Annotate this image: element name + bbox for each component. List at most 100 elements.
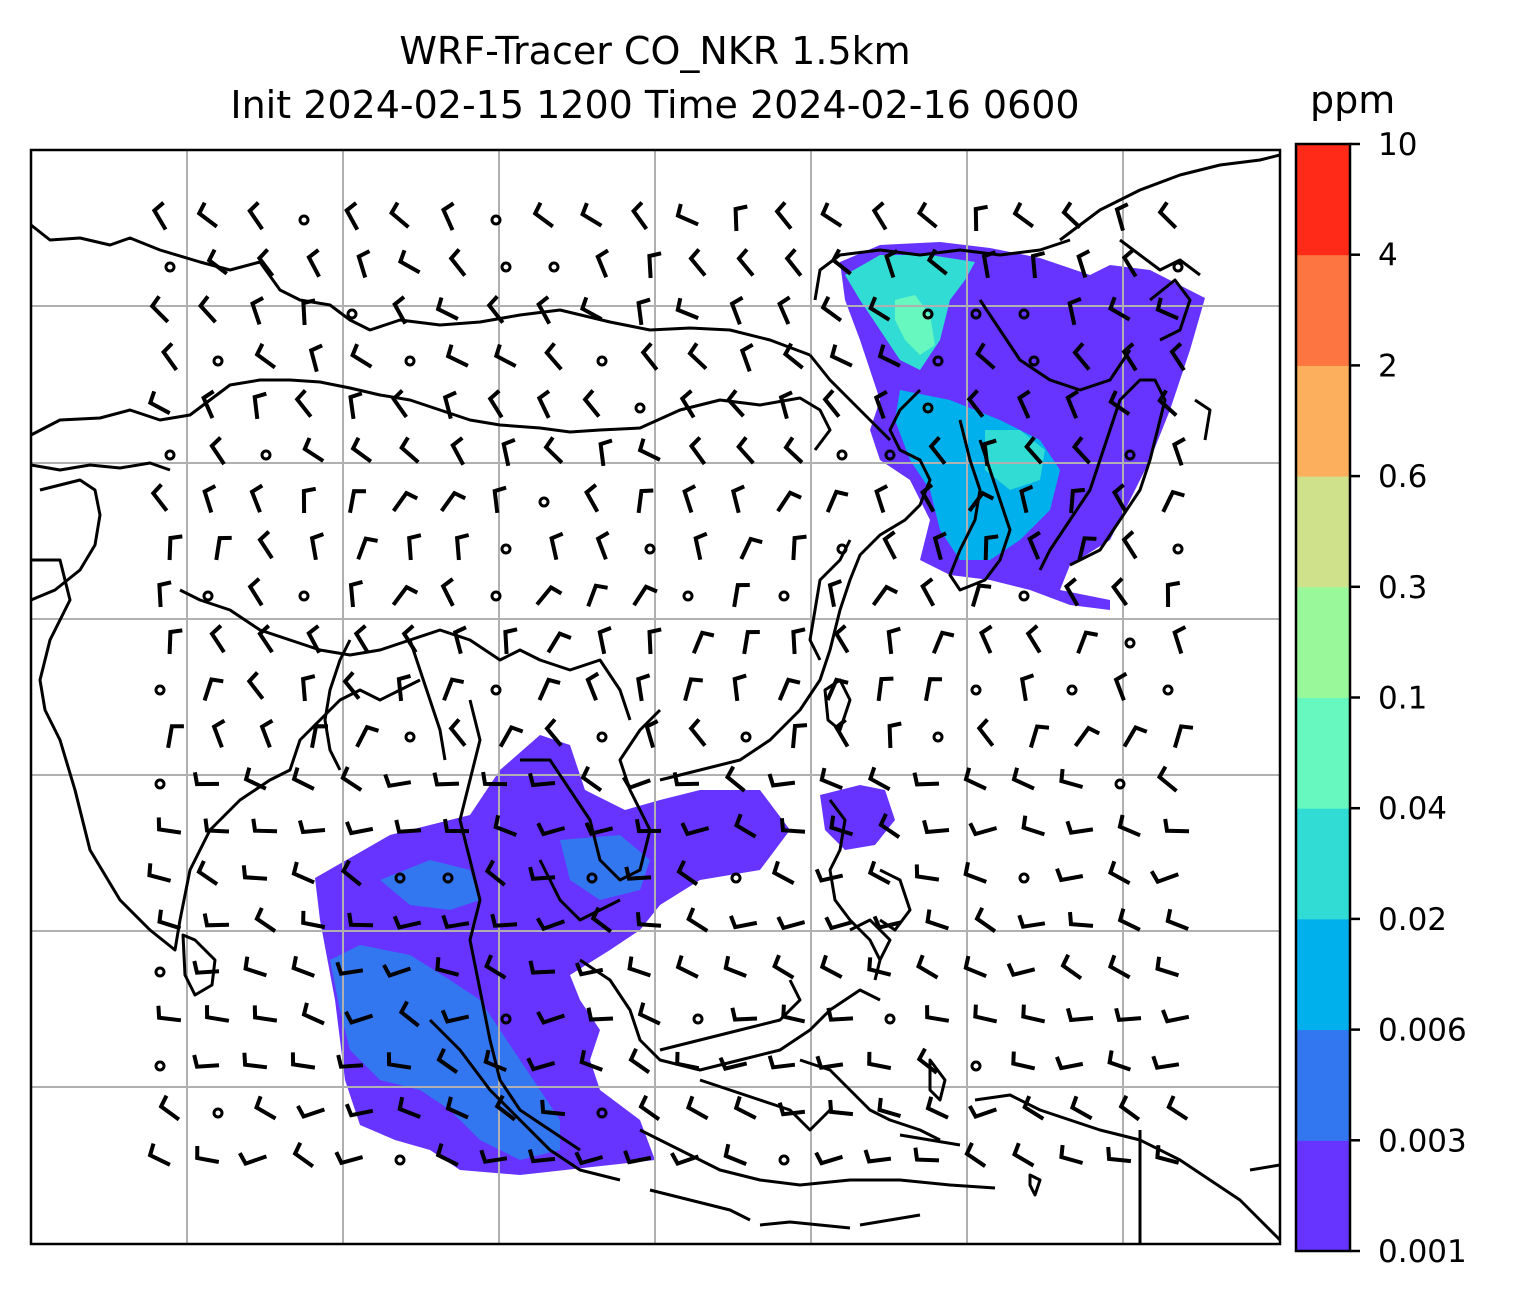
wind-barb <box>729 915 758 930</box>
wind-barb <box>624 866 652 881</box>
colorbar-tick-label: 10 <box>1378 127 1417 163</box>
wind-barb <box>435 957 460 977</box>
wind-barb <box>1011 767 1035 791</box>
wind-barb <box>192 960 220 975</box>
wind-barb <box>292 1141 315 1169</box>
wind-barb <box>830 248 852 276</box>
calm-wind-marker <box>490 684 502 696</box>
wind-barb <box>1157 389 1178 417</box>
wind-barb <box>391 584 419 606</box>
wind-barb <box>579 296 603 322</box>
wind-barb <box>628 1047 651 1074</box>
wind-barb <box>301 486 317 514</box>
wind-barb <box>1060 953 1083 981</box>
wind-barb <box>582 389 601 418</box>
wind-barb <box>156 817 182 835</box>
wind-barb <box>916 954 939 980</box>
wind-barb <box>1108 390 1131 416</box>
wind-barb <box>167 534 183 561</box>
wind-barb <box>535 584 563 606</box>
map-title-line2: Init 2024-02-15 1200 Time 2024-02-16 060… <box>230 83 1080 127</box>
calm-wind-marker <box>778 1154 790 1166</box>
wind-barb <box>967 490 995 512</box>
wind-barb <box>926 248 948 276</box>
wind-barb <box>252 1005 278 1023</box>
wind-barb <box>732 673 747 702</box>
wind-barb <box>401 624 418 654</box>
wind-barb <box>882 530 897 560</box>
wind-barb <box>887 721 902 749</box>
wind-barb <box>627 956 652 978</box>
wind-barb <box>871 201 888 231</box>
wind-barb <box>196 201 218 229</box>
wind-barb <box>493 343 517 368</box>
wind-barb <box>493 814 518 837</box>
wind-barb <box>344 1010 374 1025</box>
wind-barb <box>391 490 419 513</box>
wind-barb <box>296 1104 326 1119</box>
wind-barb <box>884 249 899 279</box>
wind-barb <box>878 813 901 839</box>
wind-barb <box>156 1005 182 1023</box>
calm-wind-marker <box>730 872 742 884</box>
calm-wind-marker <box>154 778 166 790</box>
wind-barb <box>636 488 654 514</box>
wind-barb <box>679 389 696 419</box>
calm-wind-marker <box>932 355 944 367</box>
calm-wind-marker <box>500 261 512 273</box>
calm-wind-marker <box>740 731 752 743</box>
wind-barb <box>528 772 556 788</box>
wind-barb <box>688 436 707 466</box>
wind-barb <box>543 436 564 465</box>
coastlines-and-borders <box>31 153 1280 1244</box>
wind-barb <box>579 1049 604 1072</box>
wind-barb <box>211 718 226 749</box>
wind-barb <box>1106 1146 1132 1164</box>
wind-barb <box>580 202 603 228</box>
wind-barb <box>1114 202 1129 232</box>
wind-barb <box>922 819 950 835</box>
calm-wind-marker <box>1018 872 1030 884</box>
wind-barb <box>928 436 947 465</box>
wind-barb <box>975 342 996 370</box>
wind-barb <box>257 530 274 560</box>
calm-wind-marker <box>1172 261 1184 273</box>
calm-wind-marker <box>298 590 310 602</box>
wind-barb <box>736 436 755 465</box>
wind-barb <box>503 627 518 655</box>
calm-wind-marker <box>500 1013 512 1025</box>
calm-wind-marker <box>404 355 416 367</box>
calm-wind-marker <box>154 966 166 978</box>
wind-barb <box>1157 201 1178 230</box>
wind-barb <box>1012 1142 1035 1168</box>
wind-barb <box>730 484 746 514</box>
wind-barb <box>634 818 662 834</box>
wind-barb <box>742 630 760 655</box>
wind-barb <box>257 624 274 654</box>
wind-barb <box>1149 870 1179 885</box>
wind-barb <box>1073 725 1101 748</box>
wind-barb <box>774 201 793 230</box>
calm-wind-marker <box>212 1107 224 1119</box>
wind-barb <box>912 772 940 787</box>
wind-barb <box>448 248 467 277</box>
wind-barb <box>452 625 467 655</box>
calm-wind-marker <box>1028 355 1040 367</box>
wind-barb <box>682 484 697 514</box>
colorbar-tick-label: 0.006 <box>1378 1013 1467 1049</box>
wind-barb <box>640 342 659 371</box>
wind-barb <box>916 1047 938 1075</box>
wind-barb <box>683 677 703 702</box>
wind-barb <box>827 579 842 608</box>
calm-wind-marker <box>164 261 176 273</box>
wind-barb <box>1061 201 1082 229</box>
calm-wind-marker <box>634 402 646 414</box>
wind-barb <box>1019 673 1035 702</box>
wind-barb <box>621 776 651 791</box>
wind-barb <box>242 1052 268 1070</box>
wind-barb <box>483 1049 507 1073</box>
wind-barb <box>1155 297 1179 321</box>
wind-barb <box>1067 296 1082 326</box>
wind-barb <box>342 671 361 700</box>
wind-barb <box>1059 768 1084 789</box>
